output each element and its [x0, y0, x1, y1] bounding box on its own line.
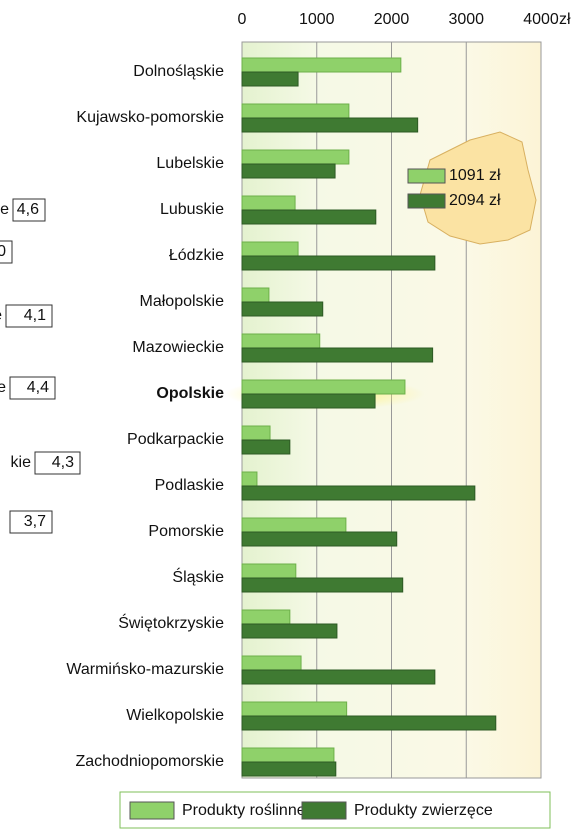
- value-box: [12, 198, 46, 222]
- bar: [241, 195, 296, 211]
- bar: [241, 623, 338, 639]
- bar: [241, 57, 402, 73]
- value-box-label: 4,3: [52, 454, 74, 471]
- bar: [241, 577, 404, 593]
- clipped-label: e: [0, 307, 2, 324]
- bar: [241, 301, 324, 317]
- value-box: [9, 376, 56, 400]
- inset-legend-label: 1091 zł: [449, 167, 501, 184]
- value-box-label: 4,6: [17, 201, 39, 218]
- bar: [241, 747, 335, 763]
- value-box-label: 4,1: [24, 307, 46, 324]
- value-box: [9, 510, 53, 534]
- x-tick-label: 0: [238, 11, 247, 28]
- bar: [241, 715, 497, 731]
- value-box-label: 3,7: [24, 513, 46, 530]
- y-tick-label: Dolnośląskie: [133, 63, 224, 80]
- y-tick-label: Lubuskie: [160, 201, 224, 218]
- bar: [241, 347, 434, 363]
- y-tick-label: Opolskie: [156, 385, 224, 402]
- bar: [241, 241, 299, 257]
- y-tick-label: Śląskie: [172, 567, 224, 586]
- x-unit: zł: [559, 11, 571, 28]
- y-tick-label: Łódzkie: [169, 247, 224, 264]
- legend-swatch: [129, 801, 175, 820]
- bar: [241, 655, 302, 671]
- bar: [241, 163, 336, 179]
- bar: [241, 71, 299, 87]
- bar: [241, 209, 377, 225]
- map-inset: [419, 131, 537, 245]
- legend-label: Produkty zwierzęce: [354, 802, 493, 819]
- inset-legend-label: 2094 zł: [449, 192, 501, 209]
- bar: [241, 393, 376, 409]
- clipped-label: e: [0, 201, 9, 218]
- bar: [241, 485, 476, 501]
- y-tick-label: Małopolskie: [140, 293, 225, 310]
- y-tick-label: Lubelskie: [156, 155, 224, 172]
- value-box: [5, 304, 53, 328]
- clipped-label: e: [0, 379, 6, 396]
- x-tick-label: 1000: [299, 11, 335, 28]
- value-box-label: 4,4: [27, 379, 49, 396]
- bar: [241, 761, 337, 777]
- bar: [241, 255, 436, 271]
- legend-label: Produkty roślinne: [182, 802, 306, 819]
- y-tick-label: Pomorskie: [148, 523, 224, 540]
- value-box: [0, 240, 13, 264]
- x-tick-label: 4000: [523, 11, 559, 28]
- y-tick-label: Kujawsko-pomorskie: [76, 109, 224, 126]
- bar: [241, 117, 419, 133]
- clipped-label: kie: [11, 454, 32, 471]
- y-tick-label: Podkarpackie: [127, 431, 224, 448]
- bar: [241, 379, 406, 395]
- bar: [241, 701, 348, 717]
- legend-swatch: [301, 801, 347, 820]
- inset-swatch: [407, 193, 446, 209]
- x-tick-label: 2000: [374, 11, 410, 28]
- y-tick-label: Świętokrzyskie: [118, 613, 224, 632]
- bar: [241, 517, 347, 533]
- bar: [241, 531, 398, 547]
- x-tick-label: 3000: [448, 11, 484, 28]
- bar: [241, 287, 270, 303]
- bar: [241, 425, 271, 441]
- bar: [241, 333, 321, 349]
- y-tick-label: Wielkopolskie: [126, 707, 224, 724]
- y-tick-label: Zachodniopomorskie: [75, 753, 224, 770]
- bar: [241, 149, 350, 165]
- value-box-label: 0: [0, 243, 6, 260]
- bar: [241, 563, 297, 579]
- bar: [241, 471, 258, 487]
- y-tick-label: Warmińsko-mazurskie: [66, 661, 224, 678]
- y-tick-label: Mazowieckie: [132, 339, 224, 356]
- bar: [241, 103, 350, 119]
- y-tick-label: Podlaskie: [155, 477, 224, 494]
- value-box: [34, 451, 81, 475]
- bar: [241, 439, 291, 455]
- bar: [241, 609, 291, 625]
- inset-swatch: [407, 168, 446, 184]
- bar: [241, 669, 436, 685]
